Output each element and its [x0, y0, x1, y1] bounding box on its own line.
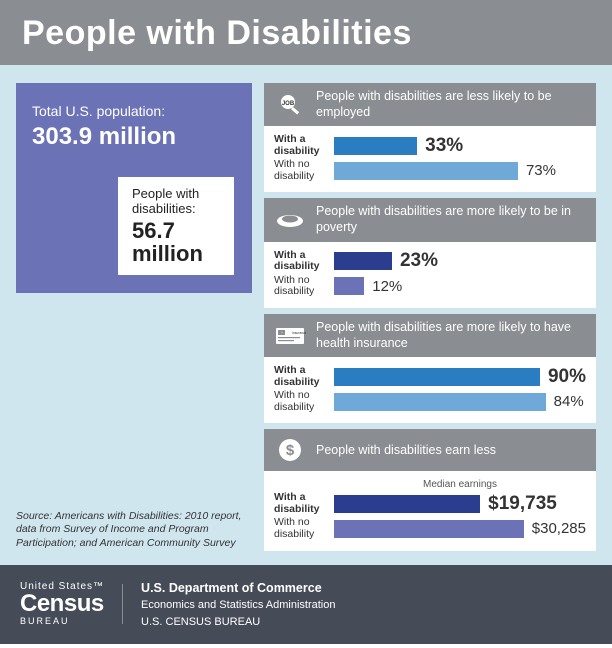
bar-value-with: 23% [400, 250, 438, 272]
stat-header: People with disabilities are more likely… [264, 198, 596, 241]
bar-area: With a disability 90% With no disability… [264, 357, 596, 423]
disabled-pop-value: 56.7 million [132, 219, 220, 265]
bar-track: 12% [334, 277, 586, 295]
total-pop-value: 303.9 million [32, 123, 236, 151]
source-text: Source: Americans with Disabilities: 201… [16, 510, 252, 551]
stats-column: JOB People with disabilities are less li… [264, 83, 596, 551]
bar-track: 33% [334, 135, 586, 157]
bar-row-without: With no disability $30,285 [274, 517, 586, 540]
dollar-icon: $ [274, 436, 306, 464]
footer-divider [122, 584, 123, 624]
job-icon: JOB [274, 91, 306, 119]
stat-block: People with disabilities are more likely… [264, 198, 596, 307]
disabled-pop-label: People with disabilities: [132, 187, 220, 217]
bar-label-without: With no disability [274, 517, 334, 540]
bar-label-with: With a disability [274, 492, 334, 515]
logo-bureau-text: BUREAU [20, 617, 104, 626]
bar-track: 23% [334, 250, 586, 272]
bar-with [334, 495, 480, 513]
stat-title: People with disabilities are more likely… [316, 204, 586, 235]
bar-label-with: With a disability [274, 134, 334, 157]
header-bar: People with Disabilities [0, 0, 612, 65]
stat-block: JOB People with disabilities are less li… [264, 83, 596, 192]
stat-header: + Insurance People with disabilities are … [264, 314, 596, 357]
bar-with [334, 252, 392, 270]
bar-row-without: With no disability 12% [274, 275, 586, 298]
bar-label-without: With no disability [274, 159, 334, 182]
bar-value-with: 33% [425, 135, 463, 157]
bar-row-with: With a disability 33% [274, 134, 586, 157]
population-box: Total U.S. population: 303.9 million Peo… [16, 83, 252, 293]
bar-track: 84% [334, 393, 586, 411]
bar-with [334, 137, 417, 155]
bar-label-without: With no disability [274, 390, 334, 413]
bar-row-without: With no disability 73% [274, 159, 586, 182]
bar-area: Median earnings With a disability $19,73… [264, 471, 596, 550]
footer-bar: United States™ Census BUREAU U.S. Depart… [0, 565, 612, 645]
stat-title: People with disabilities are more likely… [316, 320, 586, 351]
disabled-pop-inset: People with disabilities: 56.7 million [118, 177, 234, 275]
bar-track: $30,285 [334, 520, 586, 538]
bar-track: 90% [334, 366, 586, 388]
bar-row-without: With no disability 84% [274, 390, 586, 413]
bar-value-without: 84% [554, 393, 584, 410]
svg-text:JOB: JOB [282, 101, 295, 107]
svg-text:Insurance: Insurance [292, 331, 306, 335]
stat-title: People with disabilities are less likely… [316, 89, 586, 120]
stat-title: People with disabilities earn less [316, 443, 496, 459]
department-info: U.S. Department of Commerce Economics an… [141, 579, 335, 631]
bar-track: $19,735 [334, 493, 586, 515]
content-area: Total U.S. population: 303.9 million Peo… [0, 65, 612, 565]
bar-value-without: 73% [526, 162, 556, 179]
dept-line-1: U.S. Department of Commerce [141, 579, 335, 598]
left-column: Total U.S. population: 303.9 million Peo… [16, 83, 252, 551]
bar-without [334, 393, 546, 411]
bar-label-without: With no disability [274, 275, 334, 298]
stat-header: $ People with disabilities earn less [264, 429, 596, 471]
bar-without [334, 520, 524, 538]
bar-value-without: 12% [372, 278, 402, 295]
total-pop-label: Total U.S. population: [32, 103, 236, 119]
bar-track: 73% [334, 162, 586, 180]
bar-row-with: With a disability $19,735 [274, 492, 586, 515]
svg-text:$: $ [286, 442, 295, 459]
dept-line-2: Economics and Statistics Administration [141, 597, 335, 614]
bar-without [334, 277, 364, 295]
bar-area: With a disability 23% With no disability… [264, 242, 596, 308]
bar-label-with: With a disability [274, 250, 334, 273]
bar-area: With a disability 33% With no disability… [264, 126, 596, 192]
stat-block: $ People with disabilities earn less Med… [264, 429, 596, 550]
census-logo: United States™ Census BUREAU [20, 582, 104, 626]
bar-label-with: With a disability [274, 365, 334, 388]
dept-line-3: U.S. CENSUS BUREAU [141, 614, 335, 631]
stat-subhead: Median earnings [274, 479, 586, 490]
bar-row-with: With a disability 23% [274, 250, 586, 273]
stat-block: + Insurance People with disabilities are … [264, 314, 596, 423]
bar-with [334, 368, 540, 386]
bar-without [334, 162, 518, 180]
bar-row-with: With a disability 90% [274, 365, 586, 388]
stat-header: JOB People with disabilities are less li… [264, 83, 596, 126]
insurance-icon: + Insurance [274, 322, 306, 350]
bar-value-without: $30,285 [532, 520, 586, 537]
bar-value-with: $19,735 [488, 493, 557, 515]
plate-icon [274, 206, 306, 234]
bar-value-with: 90% [548, 366, 586, 388]
page-title: People with Disabilities [22, 14, 590, 53]
logo-census-text: Census [20, 592, 104, 616]
svg-text:+: + [281, 331, 283, 335]
